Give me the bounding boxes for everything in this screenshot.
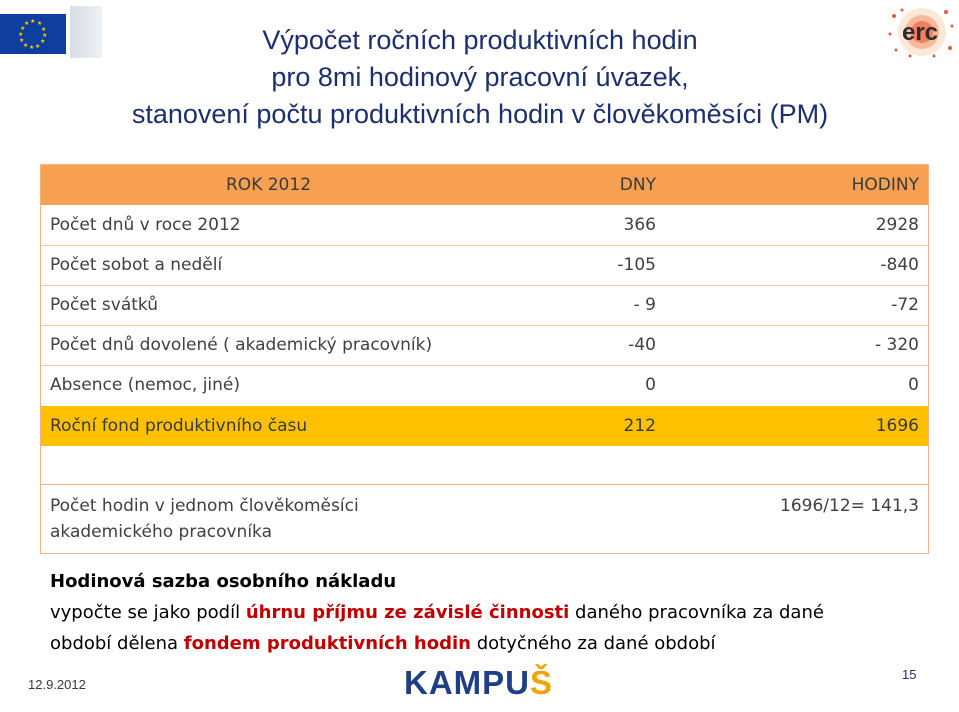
- slide-title: Výpočet ročních produktivních hodin pro …: [40, 22, 920, 133]
- row-days: -105: [617, 255, 656, 275]
- note-text: vypočte se jako podíl: [50, 602, 246, 623]
- eu-building-graphic: [70, 6, 102, 58]
- total-label: Roční fond produktivního času: [50, 416, 308, 436]
- row-divider: [41, 365, 928, 366]
- row-hours: - 320: [875, 335, 919, 355]
- header-year: ROK 2012: [226, 175, 312, 195]
- row-label: Počet dnů v roce 2012: [50, 215, 241, 235]
- table-blank-row: [41, 448, 928, 485]
- title-line-3: stanovení počtu produktivních hodin v čl…: [131, 99, 829, 129]
- pm-label: Počet hodin v jednom člověkoměsíci akade…: [50, 493, 470, 545]
- note-text: období dělena: [50, 633, 184, 654]
- row-label: Počet dnů dovolené ( akademický pracovní…: [50, 335, 433, 355]
- note-highlight: fondem produktivních hodin: [183, 633, 471, 654]
- header-days: DNY: [619, 175, 656, 195]
- row-label: Počet svátků: [50, 295, 159, 315]
- page-number: 15: [902, 667, 917, 682]
- row-days: 0: [645, 375, 656, 395]
- total-hours: 1696: [875, 416, 919, 436]
- row-hours: 0: [908, 375, 919, 395]
- row-label: Absence (nemoc, jiné): [50, 375, 241, 395]
- table-row: Počet dnů dovolené ( akademický pracovní…: [41, 325, 928, 365]
- row-days: -40: [628, 335, 656, 355]
- row-divider: [41, 245, 928, 246]
- row-hours: 2928: [875, 215, 919, 235]
- pm-label-line-2: akademického pracovníka: [50, 522, 273, 542]
- erc-logo-icon: erc: [888, 8, 954, 58]
- row-divider: [41, 325, 928, 326]
- title-line-1: Výpočet ročních produktivních hodin: [262, 25, 698, 55]
- row-days: - 9: [633, 295, 656, 315]
- eu-flag-icon: ★ ★ ★ ★ ★ ★ ★ ★ ★ ★ ★ ★: [0, 14, 66, 54]
- note-line-2: vypočte se jako podíl úhrnu příjmu ze zá…: [50, 597, 950, 628]
- note-heading: Hodinová sazba osobního nákladu: [50, 571, 397, 592]
- row-hours: -72: [891, 295, 919, 315]
- row-label: Počet sobot a nedělí: [50, 255, 223, 275]
- note-text: dotyčného za dané období: [470, 633, 716, 654]
- table-total-row: Roční fond produktivního času 212 1696: [41, 406, 928, 446]
- hourly-rate-note: Hodinová sazba osobního nákladu vypočte …: [50, 566, 950, 659]
- pm-label-line-1: Počet hodin v jednom člověkoměsíci: [50, 496, 359, 516]
- note-text: daného pracovníka za dané: [569, 602, 824, 623]
- row-divider: [41, 285, 928, 286]
- table-header-row: ROK 2012 DNY HODINY: [41, 165, 928, 205]
- total-days: 212: [623, 416, 656, 436]
- kampus-logo: KAMPUŠ: [404, 664, 553, 702]
- erc-logo-text: erc: [902, 19, 938, 46]
- productive-hours-table: ROK 2012 DNY HODINY Počet dnů v roce 201…: [40, 164, 929, 554]
- table-row: Počet sobot a nedělí -105 -840: [41, 245, 928, 285]
- row-days: 366: [623, 215, 656, 235]
- slide-date: 12.9.2012: [28, 677, 86, 692]
- table-row: Absence (nemoc, jiné) 0 0: [41, 365, 928, 405]
- row-hours: -840: [880, 255, 919, 275]
- kampus-logo-accent: Š: [530, 664, 554, 701]
- table-row: Počet svátků - 9 -72: [41, 285, 928, 325]
- table-row: Počet dnů v roce 2012 366 2928: [41, 205, 928, 245]
- pm-value: 1696/12= 141,3: [780, 496, 919, 516]
- note-line-3: období dělena fondem produktivních hodin…: [50, 628, 950, 659]
- header-hours: HODINY: [851, 175, 919, 195]
- note-highlight: úhrnu příjmu ze závislé činnosti: [245, 602, 570, 623]
- title-line-2: pro 8mi hodinový pracovní úvazek,: [271, 62, 689, 92]
- kampus-logo-text: KAMPU: [404, 664, 530, 701]
